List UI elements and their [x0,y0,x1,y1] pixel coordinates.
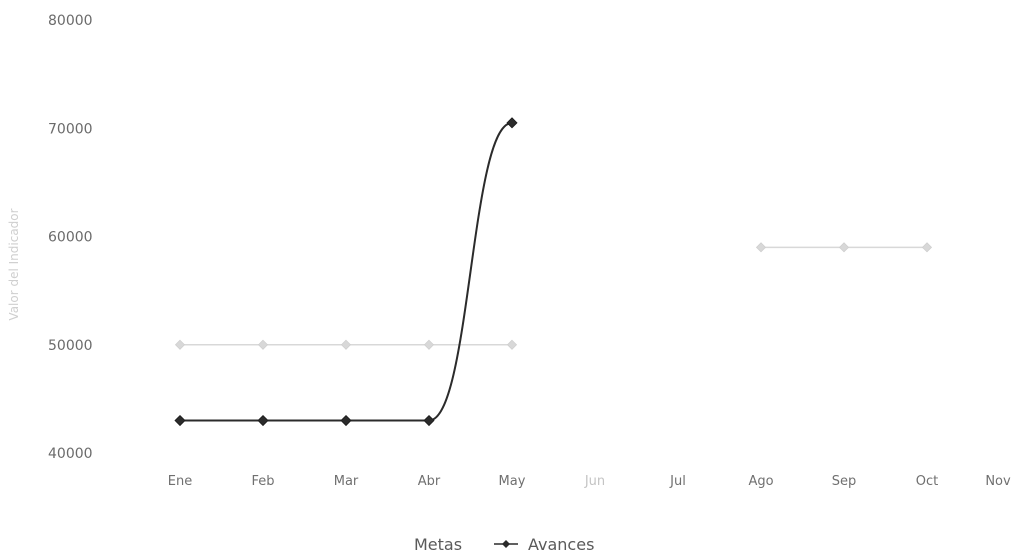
data-point[interactable] [506,117,518,129]
series-line [180,121,513,422]
y-tick-label: 80000 [48,13,93,29]
legend-label: Avances [528,535,594,554]
x-tick-label: Ago [748,474,773,489]
x-tick-label: Abr [418,474,441,489]
data-point[interactable] [921,242,933,253]
series-avances [174,117,518,427]
y-tick-label: 40000 [48,446,93,462]
x-tick-label: Jul [669,474,686,489]
y-tick-label: 50000 [48,338,93,354]
x-tick-label: Nov [985,474,1011,489]
data-point[interactable] [257,414,269,427]
data-point[interactable] [174,339,186,350]
x-tick-label: Mar [334,474,359,489]
y-axis-ticks: 40000 50000 60000 70000 80000 [48,13,93,462]
data-point[interactable] [340,414,352,427]
data-point[interactable] [257,339,269,350]
legend-item-avances[interactable]: Avances [494,535,594,554]
data-point[interactable] [506,339,518,350]
series-layer [174,117,933,427]
x-tick-label: Oct [916,474,938,489]
x-tick-label: Jun [584,474,605,489]
data-point[interactable] [838,242,850,253]
x-axis-ticks: Ene Feb Mar Abr May Jun Jul Ago Sep Oct Nov [168,474,1011,489]
legend[interactable]: Metas Avances [414,535,594,554]
x-tick-label: Ene [168,474,192,489]
data-point[interactable] [340,339,352,350]
data-point[interactable] [755,242,767,253]
data-point[interactable] [423,414,435,427]
legend-item-metas[interactable]: Metas [414,535,462,554]
legend-diamond-icon [502,540,510,548]
y-tick-label: 70000 [48,121,93,137]
data-point[interactable] [423,339,435,350]
x-tick-label: Feb [251,474,274,489]
series-metas [174,242,933,350]
x-tick-label: Sep [832,474,857,489]
legend-label: Metas [414,535,462,554]
y-axis-title: Valor del Indicador [7,208,21,320]
data-point[interactable] [174,414,186,427]
y-axis-label: Valor del Indicador [7,208,21,320]
x-tick-label: May [499,474,526,489]
y-tick-label: 60000 [48,230,93,246]
